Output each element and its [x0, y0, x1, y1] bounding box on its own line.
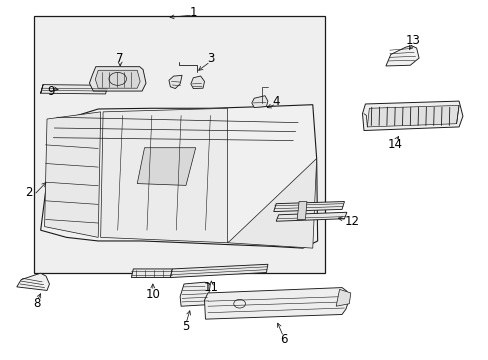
Polygon shape — [190, 76, 204, 89]
Polygon shape — [17, 273, 49, 291]
Text: 13: 13 — [405, 33, 419, 47]
Polygon shape — [101, 108, 227, 243]
Text: 3: 3 — [206, 51, 214, 64]
Polygon shape — [131, 269, 172, 278]
Text: 9: 9 — [47, 85, 55, 98]
Text: 11: 11 — [203, 281, 219, 294]
Text: 5: 5 — [182, 320, 189, 333]
Text: 1: 1 — [189, 6, 197, 19]
Polygon shape — [137, 148, 195, 185]
Text: 14: 14 — [387, 138, 402, 150]
Polygon shape — [227, 158, 316, 248]
Polygon shape — [168, 75, 182, 89]
Polygon shape — [170, 264, 267, 278]
Polygon shape — [44, 112, 101, 237]
Text: 4: 4 — [272, 95, 279, 108]
Polygon shape — [34, 16, 325, 273]
Text: 8: 8 — [34, 297, 41, 310]
Text: 7: 7 — [116, 51, 123, 64]
Polygon shape — [362, 101, 462, 131]
Text: 2: 2 — [25, 186, 33, 199]
Polygon shape — [276, 212, 346, 221]
Polygon shape — [89, 67, 146, 91]
Polygon shape — [251, 96, 267, 108]
Polygon shape — [41, 105, 317, 248]
Polygon shape — [335, 289, 350, 306]
Polygon shape — [297, 202, 306, 220]
Polygon shape — [204, 288, 348, 319]
Text: 12: 12 — [344, 215, 359, 228]
Text: 10: 10 — [145, 288, 160, 301]
Polygon shape — [273, 202, 344, 212]
Polygon shape — [41, 85, 108, 94]
Polygon shape — [180, 282, 210, 306]
Polygon shape — [385, 45, 418, 66]
Polygon shape — [95, 70, 140, 88]
Text: 6: 6 — [279, 333, 286, 346]
Polygon shape — [366, 105, 458, 127]
